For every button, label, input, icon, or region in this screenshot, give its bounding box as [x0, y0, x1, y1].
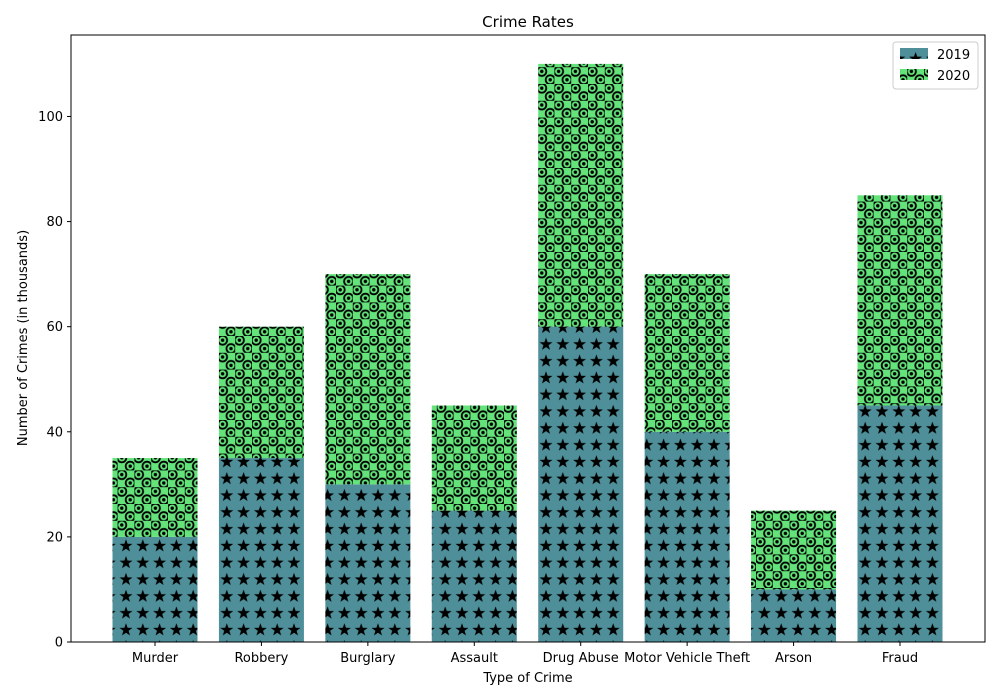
plot-frame	[70, 34, 986, 643]
y-axis: 0 20 40 60 80 100	[38, 110, 71, 651]
x-tick-label-drug-abuse: Drug Abuse	[543, 651, 619, 666]
bar-2019-murder	[112, 536, 198, 642]
bar-2020-drug-abuse	[538, 63, 624, 327]
legend-swatch-2019	[900, 48, 928, 59]
legend: 2019 2020	[892, 41, 979, 90]
x-tick-label-fraud: Fraud	[882, 651, 918, 666]
x-tick-label-assault: Assault	[451, 651, 498, 666]
y-tick-label: 100	[38, 110, 63, 125]
bar-2019-robbery	[218, 458, 304, 642]
bar-2020-burglary	[325, 274, 411, 485]
bar-2019-assault	[431, 510, 517, 642]
bar-2019-burglary	[325, 484, 411, 642]
bar-2020-arson	[751, 510, 837, 590]
y-axis-title: Number of Crimes (in thousands)	[16, 230, 31, 446]
bar-2019-arson	[751, 589, 837, 642]
bar-2019-fraud	[857, 405, 943, 642]
legend-label-2020: 2020	[937, 69, 970, 84]
bar-2019-motor-vehicle-theft	[644, 431, 730, 642]
chart-title: Crime Rates	[482, 13, 574, 31]
legend-label-2019: 2019	[937, 48, 970, 63]
x-tick-label-robbery: Robbery	[234, 651, 288, 666]
x-tick-label-motor-vehicle-theft: Motor Vehicle Theft	[624, 651, 750, 666]
x-tick-label-arson: Arson	[775, 651, 812, 666]
x-axis: Murder Robbery Burglary Assault Drug Abuse Mo…	[132, 642, 918, 666]
y-tick-label: 20	[46, 530, 63, 545]
x-axis-title: Type of Crime	[482, 671, 572, 686]
bar-2020-assault	[431, 405, 517, 511]
y-tick-label: 80	[46, 215, 63, 230]
bar-2020-motor-vehicle-theft	[644, 274, 730, 432]
legend-swatch-2020	[900, 69, 928, 80]
y-tick-label: 0	[55, 636, 63, 651]
bars-group	[112, 63, 943, 642]
bar-2020-robbery	[218, 326, 304, 459]
y-tick-label: 60	[46, 320, 63, 335]
bar-2020-fraud	[857, 195, 943, 406]
bar-2020-murder	[112, 458, 198, 537]
x-tick-label-burglary: Burglary	[340, 651, 395, 666]
x-tick-label-murder: Murder	[132, 651, 179, 666]
y-tick-label: 40	[46, 425, 63, 440]
bar-2019-drug-abuse	[538, 326, 624, 642]
